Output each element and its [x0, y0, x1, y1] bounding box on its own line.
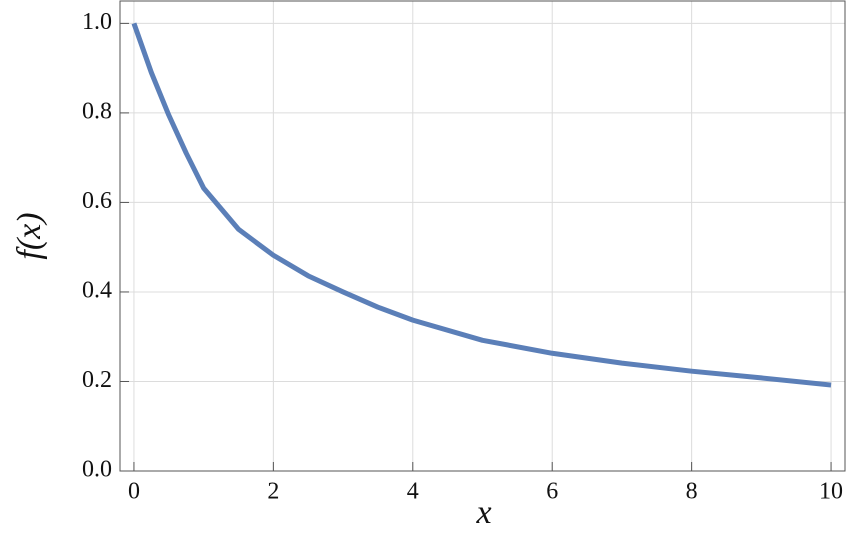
y-tick-label: 0.8	[82, 98, 112, 124]
y-tick-label: 0.2	[82, 367, 112, 393]
x-tick-label: 8	[686, 479, 698, 505]
line-series	[131, 22, 832, 388]
x-tick-label: 4	[407, 479, 419, 505]
y-tick-label: 0.0	[82, 457, 112, 483]
y-tick-label: 0.4	[82, 277, 112, 303]
y-tick-label: 1.0	[82, 9, 112, 35]
plot-frame	[119, 0, 846, 472]
x-tick-label: 10	[819, 479, 843, 505]
x-tick-label: 2	[267, 479, 279, 505]
x-tick-label: 0	[128, 479, 140, 505]
y-tick-label: 0.6	[82, 188, 112, 214]
x-axis-label: x	[475, 494, 491, 531]
x-tick-label: 6	[546, 479, 558, 505]
y-axis-label: f(x)	[11, 212, 48, 259]
